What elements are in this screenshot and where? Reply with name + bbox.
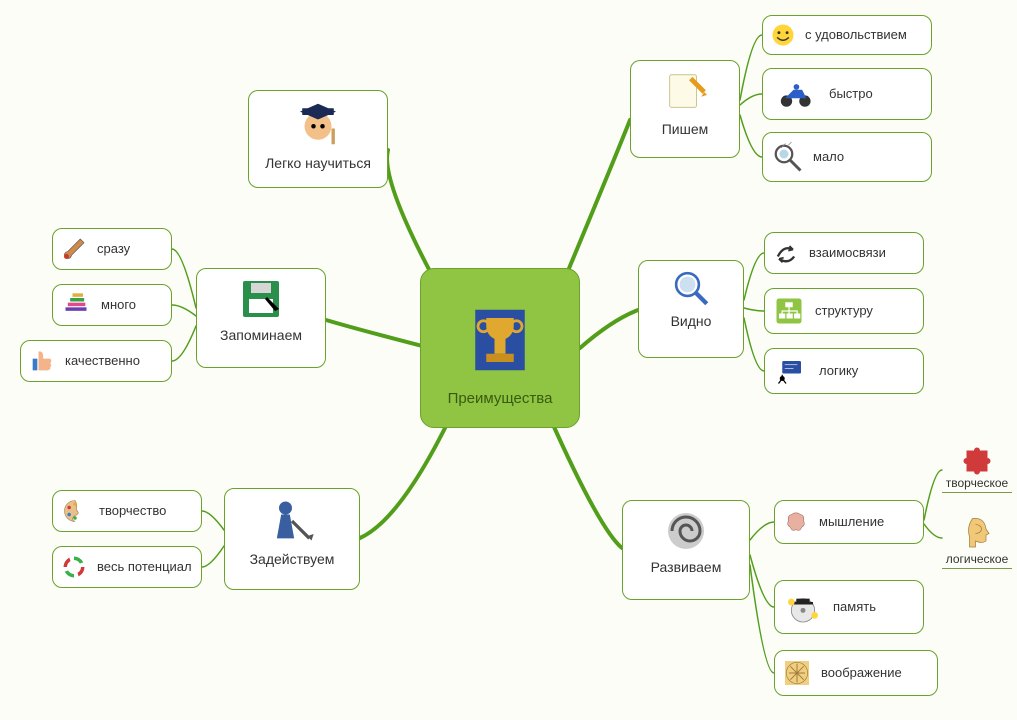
vitruv-icon [781, 657, 813, 689]
node-label: Легко научиться [249, 151, 387, 176]
node-label: Развиваем [623, 555, 749, 580]
edge [744, 308, 764, 311]
edge [172, 305, 196, 316]
node-think-creative: творческое [942, 440, 1012, 493]
node-write: Пишем [630, 60, 740, 158]
edge [740, 115, 762, 157]
edge [750, 555, 774, 607]
edge [750, 522, 774, 540]
node-write-fun: с удовольствием [762, 15, 932, 55]
node-see: Видно [638, 260, 744, 358]
edge [202, 511, 224, 530]
edge [326, 320, 430, 348]
node-remember: Запоминаем [196, 268, 326, 368]
node-dev-memory: память [774, 580, 924, 634]
edge [924, 524, 942, 538]
palette-icon [59, 497, 91, 525]
edge [924, 470, 942, 520]
node-label: творчество [95, 503, 195, 519]
edge [740, 94, 762, 105]
edge [750, 565, 774, 673]
worker-icon [225, 495, 359, 547]
node-label: с удовольствием [801, 27, 925, 43]
node-label: структуру [811, 303, 917, 319]
node-use: Задействуем [224, 488, 360, 590]
center-label: Преимущества [448, 390, 553, 407]
node-rem-much: много [52, 284, 172, 326]
arrows-icon [771, 239, 801, 267]
books-icon [59, 291, 93, 319]
node-use-create: творчество [52, 490, 202, 532]
node-write-little: мало [762, 132, 932, 182]
node-label: память [829, 599, 917, 615]
node-see-struct: структуру [764, 288, 924, 334]
node-learn: Легко научиться [248, 90, 388, 188]
mag-icon [639, 267, 743, 309]
node-see-logic: логику [764, 348, 924, 394]
brain-icon [781, 509, 811, 535]
board-icon [771, 356, 811, 386]
node-label: быстро [825, 86, 925, 102]
spiral-icon [623, 507, 749, 555]
node-label: мышление [815, 514, 917, 530]
node-label: много [97, 297, 165, 313]
node-think-logic: логическое [942, 512, 1012, 569]
node-label: весь потенциал [93, 559, 195, 575]
edge [744, 318, 764, 371]
edge [172, 249, 196, 308]
node-label: воображение [817, 665, 931, 681]
node-label: мало [809, 149, 925, 165]
node-label: логическое [942, 552, 1012, 569]
cdhat-icon [781, 587, 825, 627]
node-label: Запоминаем [197, 323, 325, 348]
node-label: сразу [93, 241, 165, 257]
node-dev-think: мышление [774, 500, 924, 544]
edge [550, 418, 622, 548]
edge [740, 35, 762, 100]
edge [360, 418, 450, 538]
node-rem-now: сразу [52, 228, 172, 270]
center-node: Преимущества [420, 268, 580, 428]
node-rem-quality: качественно [20, 340, 172, 382]
floppy-icon [197, 275, 325, 323]
node-label: Задействуем [225, 547, 359, 572]
note-icon [631, 67, 739, 117]
node-label: творческое [942, 476, 1012, 493]
node-use-all: весь потенциал [52, 546, 202, 588]
node-label: качественно [61, 353, 165, 369]
node-develop: Развиваем [622, 500, 750, 600]
node-label: взаимосвязи [805, 245, 917, 261]
brush-icon [59, 234, 89, 264]
org-icon [771, 296, 807, 326]
edge [744, 253, 764, 300]
head-icon [942, 512, 1012, 552]
node-write-fast: быстро [762, 68, 932, 120]
thumb-icon [27, 347, 57, 375]
mag2-icon [769, 139, 805, 175]
edge [172, 326, 196, 361]
trophy-icon [467, 296, 533, 384]
node-label: логику [815, 363, 917, 379]
node-dev-imagine: воображение [774, 650, 938, 696]
smile-icon [769, 21, 797, 49]
moto-icon [769, 77, 821, 111]
puzzle-icon [942, 440, 1012, 476]
recycle-icon [59, 553, 89, 581]
node-label: Видно [639, 309, 743, 334]
edge [202, 546, 224, 567]
node-label: Пишем [631, 117, 739, 142]
edge [560, 120, 630, 290]
node-see-rel: взаимосвязи [764, 232, 924, 274]
edge [580, 310, 638, 348]
grad-icon [249, 97, 387, 151]
